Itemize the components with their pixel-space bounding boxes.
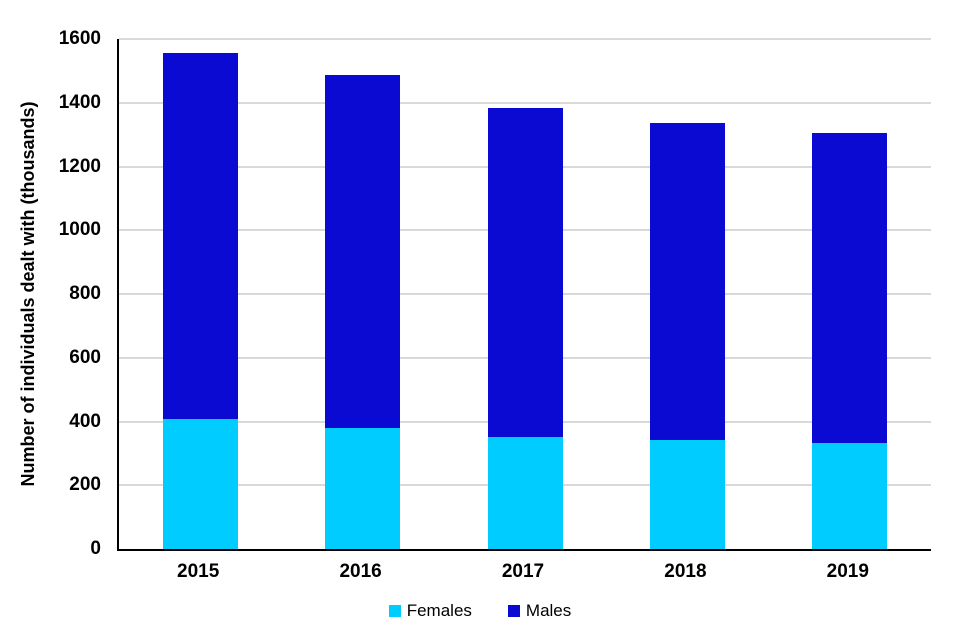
plot-area <box>117 38 931 551</box>
legend-item-females: Females <box>388 601 472 621</box>
bar-segment-males-2018 <box>649 122 725 440</box>
x-tick-label-2016: 2016 <box>339 561 382 582</box>
gridline-1400 <box>119 101 931 104</box>
bar-segment-females-2019 <box>812 442 888 549</box>
bar-segment-females-2018 <box>649 439 725 549</box>
y-tick-label-1200: 1200 <box>58 155 101 177</box>
legend-label-males: Males <box>525 601 572 620</box>
bar-segment-females-2017 <box>487 437 563 549</box>
y-tick-label-600: 600 <box>69 346 101 368</box>
legend: Females Males <box>0 599 960 623</box>
bar-segment-females-2016 <box>325 427 401 549</box>
x-tick-label-2015: 2015 <box>177 561 220 582</box>
bar-segment-males-2017 <box>487 107 563 438</box>
legend-swatch-males <box>507 605 520 617</box>
x-tick-label-2017: 2017 <box>501 561 545 582</box>
x-tick-label-2019: 2019 <box>826 561 869 582</box>
bar-segment-males-2016 <box>325 74 401 428</box>
y-tick-label-400: 400 <box>69 410 101 432</box>
x-tick-label-2018: 2018 <box>664 561 707 582</box>
y-tick-label-1400: 1400 <box>58 91 101 113</box>
y-tick-label-1600: 1600 <box>58 28 101 49</box>
y-tick-label-200: 200 <box>69 474 101 496</box>
y-tick-label-1000: 1000 <box>58 219 101 241</box>
y-tick-label-0: 0 <box>90 538 101 559</box>
bar-segment-males-2019 <box>812 132 888 443</box>
bar-segment-males-2015 <box>162 53 238 419</box>
legend-item-males: Males <box>507 601 572 621</box>
bar-segment-females-2015 <box>162 418 238 549</box>
y-tick-label-800: 800 <box>69 283 101 304</box>
legend-swatch-females <box>388 605 401 617</box>
legend-label-females: Females <box>406 601 472 620</box>
gridline-1600 <box>119 38 931 40</box>
